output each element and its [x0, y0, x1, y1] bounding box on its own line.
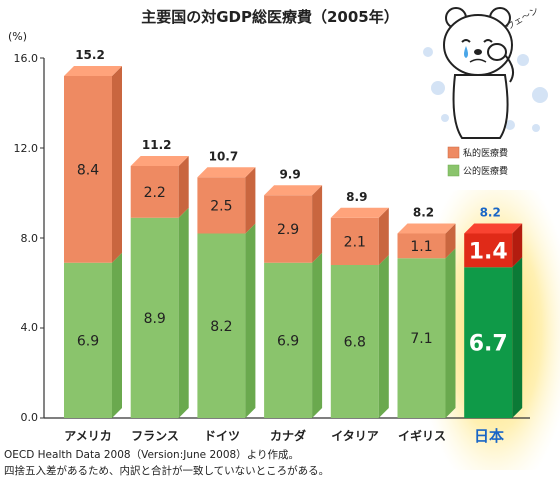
bar-public	[197, 233, 246, 418]
bar-private-side	[178, 156, 189, 218]
bar-label-public: 8.9	[144, 311, 166, 327]
bar-private	[197, 177, 246, 234]
category-label: イタリア	[331, 429, 379, 443]
category-label: イギリス	[398, 428, 446, 443]
bar-public-side	[312, 252, 323, 418]
bar-public-side	[445, 248, 456, 418]
category-label-highlight: 日本	[474, 427, 504, 445]
bar-public	[397, 258, 446, 418]
bar-private	[397, 233, 446, 259]
legend-swatch-public	[447, 164, 460, 177]
bar-private-side	[312, 185, 323, 263]
y-tick-label: 12.0	[14, 142, 39, 155]
bar-private-side	[245, 167, 256, 234]
bar-total-label: 15.2	[75, 48, 105, 62]
y-tick-label: 8.0	[21, 232, 39, 245]
legend: 私的医療費 公的医療費	[447, 146, 508, 177]
bar-total-label: 8.2	[413, 206, 434, 220]
bar-private-top	[64, 66, 122, 76]
bar-total-label: 10.7	[209, 149, 239, 163]
bar-public-side	[178, 207, 189, 418]
y-tick-label: 4.0	[21, 321, 39, 334]
y-axis-unit: (%)	[8, 30, 27, 43]
bar-private	[130, 166, 179, 218]
bar-public	[330, 265, 379, 418]
legend-swatch-private	[447, 146, 460, 159]
bar-public-side	[112, 252, 122, 418]
crying-bear-icon: ウェ〜ン	[423, 5, 548, 139]
bar-public	[464, 267, 513, 418]
bar-total-label: 11.2	[142, 138, 172, 152]
bar-private-top	[464, 223, 523, 234]
bar-private-top	[397, 223, 456, 234]
source-note: OECD Health Data 2008（Version:June 2008）…	[4, 449, 299, 461]
bar-public	[64, 262, 112, 418]
bar-total-label: 8.2	[480, 206, 501, 220]
bar-label-public: 8.2	[210, 319, 232, 335]
category-label: ドイツ	[204, 429, 240, 443]
bar-private-side	[112, 66, 122, 263]
bar-private-top	[330, 207, 389, 218]
bar-label-private: 2.1	[344, 234, 366, 250]
bar-label-public: 6.9	[77, 333, 99, 349]
bar-private-side	[378, 207, 389, 265]
y-tick-label: 16.0	[14, 52, 39, 65]
bar-label-private: 1.4	[469, 239, 508, 264]
bar-public	[264, 262, 313, 418]
bar-total-label: 8.9	[346, 190, 367, 204]
bar-private-top	[264, 185, 323, 196]
legend-label-private: 私的医療費	[463, 147, 508, 159]
bar-private	[330, 217, 379, 265]
bar-private-side	[445, 223, 456, 259]
legend-label-public: 公的医療費	[463, 165, 508, 177]
bar-label-public: 6.9	[277, 333, 299, 349]
bar-private-top	[130, 156, 189, 166]
bar-label-private: 8.4	[77, 162, 99, 178]
bar-private-side	[512, 223, 523, 268]
chart-title: 主要国の対GDP総医療費（2005年）	[141, 8, 399, 26]
category-label: アメリカ	[64, 429, 111, 443]
bar-public	[130, 217, 179, 418]
bar-label-public: 6.8	[344, 335, 366, 351]
bar-public-side	[378, 255, 389, 418]
bar-label-private: 2.2	[144, 185, 166, 201]
bar-public-side	[512, 257, 523, 418]
bar-label-private: 2.5	[210, 198, 232, 214]
y-tick-label: 0.0	[21, 411, 39, 424]
bar-total-label: 9.9	[279, 167, 300, 181]
category-label: カナダ	[270, 428, 306, 443]
rounding-note: 四捨五入差があるため、内訳と合計が一致していないところがある。	[4, 464, 329, 477]
bar-public-side	[245, 223, 256, 418]
bar-label-public: 7.1	[410, 331, 432, 347]
y-axis-ticks: 0.0 4.0 8.0 12.0 16.0	[14, 52, 39, 424]
bar-label-private: 1.1	[410, 239, 432, 255]
bar-private	[64, 76, 112, 263]
bars: 6.9 8.4 15.2 8.9 2.2 11.2 8.2 2.5 10.7 6.9 2.9 9.9 6…	[64, 48, 523, 418]
category-label: フランス	[131, 429, 179, 443]
bar-label-public: 6.7	[469, 332, 508, 357]
y-tick-marks	[40, 57, 44, 419]
category-labels: アメリカ フランス ドイツ カナダ イタリア イギリス 日本	[64, 427, 504, 445]
bar-label-private: 2.9	[277, 222, 299, 238]
bar-private	[464, 233, 513, 268]
bar-private	[264, 195, 313, 263]
bar-private-top	[197, 167, 256, 178]
